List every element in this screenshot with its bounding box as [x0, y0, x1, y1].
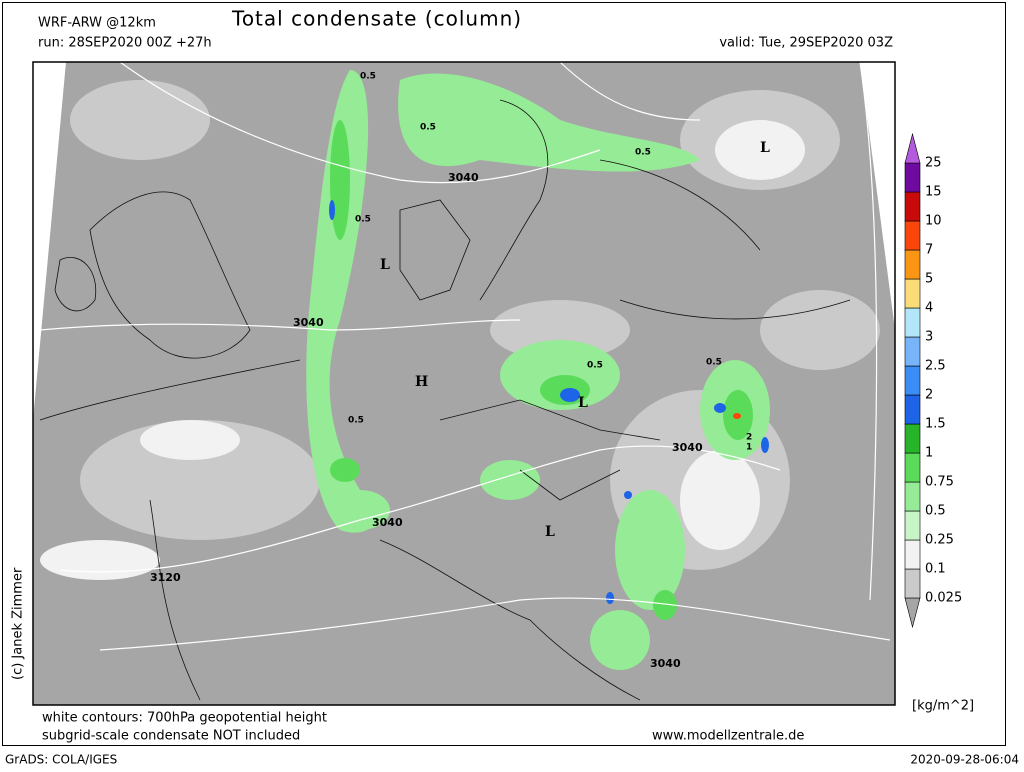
- colorbar-swatch: [904, 336, 921, 367]
- colorbar-swatch: [904, 249, 921, 280]
- colorbar-swatch: [904, 539, 921, 570]
- colorbar-label: 7: [925, 243, 933, 258]
- colorbar-label: 25: [925, 156, 942, 171]
- colorbar-label: 0.25: [925, 533, 954, 548]
- colorbar: 0.025 0.1 0.25 0.5 0.75 1 1.5 2 2.5 3 4 5 7 10 15 25: [904, 132, 962, 629]
- colorbar-swatch: [904, 278, 921, 309]
- colorbar-label: 5: [925, 272, 933, 287]
- colorbar-swatch: [904, 220, 921, 251]
- low-label: L: [380, 257, 390, 273]
- height-label: 3040: [293, 316, 324, 329]
- colorbar-swatch: [904, 162, 921, 193]
- contour-label: 0.5: [348, 416, 364, 426]
- height-label: 3040: [372, 516, 403, 529]
- colorbar-label: 0.75: [925, 475, 954, 490]
- website: www.modellzentrale.de: [652, 729, 804, 744]
- colorbar-swatch: [904, 307, 921, 338]
- contour-label: 2: [746, 433, 752, 443]
- contour-label: 0.5: [635, 148, 651, 158]
- low-label: L: [545, 524, 555, 540]
- model-label: WRF-ARW @12km: [38, 16, 156, 31]
- height-label: 3040: [672, 441, 703, 454]
- height-label: 3040: [650, 657, 681, 670]
- coastlines: [39, 99, 851, 701]
- timestamp: 2020-09-28-06:04: [910, 753, 1019, 767]
- condensate-high: [329, 200, 769, 604]
- colorbar-label: 0.025: [925, 591, 962, 606]
- map: L L L L H 3040 3040 3040 3040 3040 3040 …: [32, 61, 896, 706]
- colorbar-label: 4: [925, 301, 933, 316]
- map-frame: [32, 61, 896, 706]
- height-label: 3040: [448, 171, 479, 184]
- footnote: white contours: 700hPa geopotential heig…: [42, 711, 327, 726]
- contour-label: 0.5: [360, 72, 376, 82]
- contour-label: 0.5: [355, 215, 371, 225]
- colorbar-label: 2.5: [925, 359, 946, 374]
- colorbar-label: 0.5: [925, 504, 946, 519]
- valid-label: valid: Tue, 29SEP2020 03Z: [719, 36, 893, 51]
- colorbar-arrow: [904, 132, 921, 164]
- chart-title: Total condensate (column): [231, 7, 522, 31]
- low-label: L: [578, 395, 588, 411]
- colorbar-label: 0.1: [925, 562, 946, 577]
- height-label: 3120: [150, 571, 181, 584]
- run-label: run: 28SEP2020 00Z +27h: [38, 36, 212, 51]
- contour-label: 0.5: [587, 361, 603, 371]
- colorbar-swatch: [904, 568, 921, 599]
- colorbar-label: 10: [925, 214, 942, 229]
- white-cloud: [40, 120, 805, 580]
- footnote: subgrid-scale condensate NOT included: [42, 729, 300, 744]
- colorbar-label: 15: [925, 185, 942, 200]
- colorbar-swatch: [904, 481, 921, 512]
- colorbar-swatch: [904, 191, 921, 222]
- light-cloud: [70, 80, 880, 570]
- colorbar-swatch: [904, 452, 921, 483]
- credit: (c) Janek Zimmer: [11, 567, 26, 680]
- colorbar-swatch: [904, 423, 921, 454]
- colorbar-unit: [kg/m^2]: [912, 699, 974, 714]
- contour-label: 1: [746, 443, 752, 453]
- geopotential-contours: [39, 61, 891, 651]
- low-label: L: [760, 140, 770, 156]
- colorbar-label: 3: [925, 330, 933, 345]
- colorbar-swatch: [904, 510, 921, 541]
- colorbar-label: 1: [925, 446, 933, 461]
- condensate-peak: [733, 413, 741, 419]
- colorbar-swatch: [904, 394, 921, 425]
- contour-label: 0.5: [706, 358, 722, 368]
- high-label: H: [415, 374, 428, 390]
- colorbar-label: 1.5: [925, 417, 946, 432]
- colorbar-label: 2: [925, 388, 933, 403]
- colorbar-swatch: [904, 365, 921, 396]
- software: GrADS: COLA/IGES: [5, 753, 117, 767]
- contour-label: 0.5: [420, 123, 436, 133]
